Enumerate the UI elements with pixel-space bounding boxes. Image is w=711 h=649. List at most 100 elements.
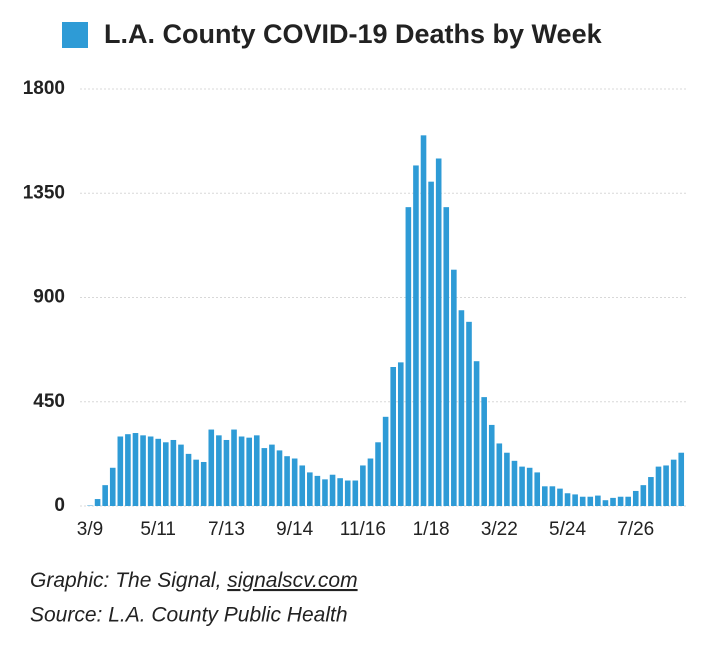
bar bbox=[542, 486, 548, 506]
bar bbox=[580, 497, 586, 506]
bar bbox=[610, 498, 616, 506]
bar bbox=[178, 445, 184, 506]
bar bbox=[534, 472, 540, 506]
bar bbox=[625, 497, 631, 506]
bar bbox=[353, 481, 359, 506]
bar bbox=[595, 496, 601, 506]
credit-link[interactable]: signalscv.com bbox=[227, 569, 357, 592]
bar bbox=[239, 437, 245, 507]
bar bbox=[550, 486, 556, 506]
bar bbox=[231, 430, 237, 506]
bar bbox=[489, 425, 495, 506]
bar bbox=[375, 442, 381, 506]
bar bbox=[163, 442, 169, 506]
bar bbox=[299, 465, 305, 506]
x-tick-label: 3/22 bbox=[481, 519, 518, 540]
bar bbox=[406, 207, 412, 506]
bar bbox=[656, 467, 662, 506]
bar bbox=[330, 475, 336, 506]
bar bbox=[390, 367, 396, 506]
bar bbox=[504, 453, 510, 506]
bar bbox=[277, 450, 283, 506]
y-tick-label: 450 bbox=[33, 391, 65, 412]
bar bbox=[565, 493, 571, 506]
bar bbox=[186, 454, 192, 506]
bar bbox=[208, 430, 214, 506]
bar bbox=[246, 438, 252, 506]
bar bbox=[368, 459, 374, 506]
y-tick-label: 1800 bbox=[23, 78, 65, 99]
credit-prefix: Graphic: The Signal, bbox=[30, 569, 227, 592]
bar bbox=[193, 460, 199, 506]
bar bbox=[345, 481, 351, 506]
bar bbox=[428, 182, 434, 506]
bar bbox=[118, 437, 124, 507]
bar bbox=[618, 497, 624, 506]
bar bbox=[125, 434, 131, 506]
x-tick-label: 5/11 bbox=[140, 519, 176, 540]
bar bbox=[148, 437, 154, 507]
y-tick-label: 900 bbox=[33, 287, 65, 308]
bar bbox=[557, 489, 563, 506]
bar bbox=[678, 453, 684, 506]
bar bbox=[171, 440, 177, 506]
bar bbox=[110, 468, 116, 506]
bar bbox=[307, 472, 313, 506]
bar bbox=[413, 165, 419, 506]
x-tick-label: 9/14 bbox=[276, 519, 313, 540]
source: Source: L.A. County Public Health bbox=[30, 604, 348, 627]
bar bbox=[497, 443, 503, 506]
y-tick-label: 0 bbox=[54, 495, 65, 516]
bar bbox=[641, 485, 647, 506]
x-tick-label: 7/26 bbox=[617, 519, 654, 540]
bar bbox=[102, 485, 108, 506]
bar bbox=[254, 435, 260, 506]
bar bbox=[443, 207, 449, 506]
bar bbox=[421, 135, 427, 506]
bar bbox=[216, 435, 222, 506]
bar bbox=[398, 362, 404, 506]
bar bbox=[474, 361, 480, 506]
bar bbox=[527, 468, 533, 506]
bar bbox=[663, 465, 669, 506]
bar bbox=[466, 322, 472, 506]
bar bbox=[451, 270, 457, 506]
x-tick-label: 7/13 bbox=[208, 519, 245, 540]
x-tick-label: 1/18 bbox=[413, 519, 450, 540]
x-tick-label: 11/16 bbox=[340, 519, 386, 540]
bar bbox=[322, 479, 328, 506]
bar bbox=[292, 459, 298, 506]
bar bbox=[383, 417, 389, 506]
legend-label: L.A. County COVID-19 Deaths by Week bbox=[104, 19, 603, 49]
bar bbox=[572, 494, 578, 506]
bar bbox=[133, 433, 139, 506]
bar bbox=[201, 462, 207, 506]
bar bbox=[155, 439, 161, 506]
bar bbox=[224, 440, 230, 506]
bar bbox=[360, 465, 366, 506]
bar bbox=[512, 461, 518, 506]
bar bbox=[95, 499, 101, 506]
bar bbox=[337, 478, 343, 506]
bar bbox=[603, 500, 609, 506]
bar bbox=[140, 435, 146, 506]
bar bbox=[633, 491, 639, 506]
x-tick-label: 5/24 bbox=[549, 519, 586, 540]
bar bbox=[648, 477, 654, 506]
bar bbox=[481, 397, 487, 506]
bar bbox=[671, 460, 677, 506]
x-tick-label: 3/9 bbox=[77, 519, 103, 540]
legend: L.A. County COVID-19 Deaths by Week bbox=[62, 19, 603, 49]
bar bbox=[284, 456, 290, 506]
bar bbox=[269, 445, 275, 506]
bar bbox=[519, 467, 525, 506]
bar bbox=[262, 448, 268, 506]
y-tick-label: 1350 bbox=[23, 182, 65, 203]
bar bbox=[315, 476, 321, 506]
credit: Graphic: The Signal, signalscv.com bbox=[30, 569, 358, 592]
bar bbox=[459, 310, 465, 506]
bar bbox=[436, 159, 442, 507]
legend-swatch bbox=[62, 22, 88, 48]
bar bbox=[587, 497, 593, 506]
